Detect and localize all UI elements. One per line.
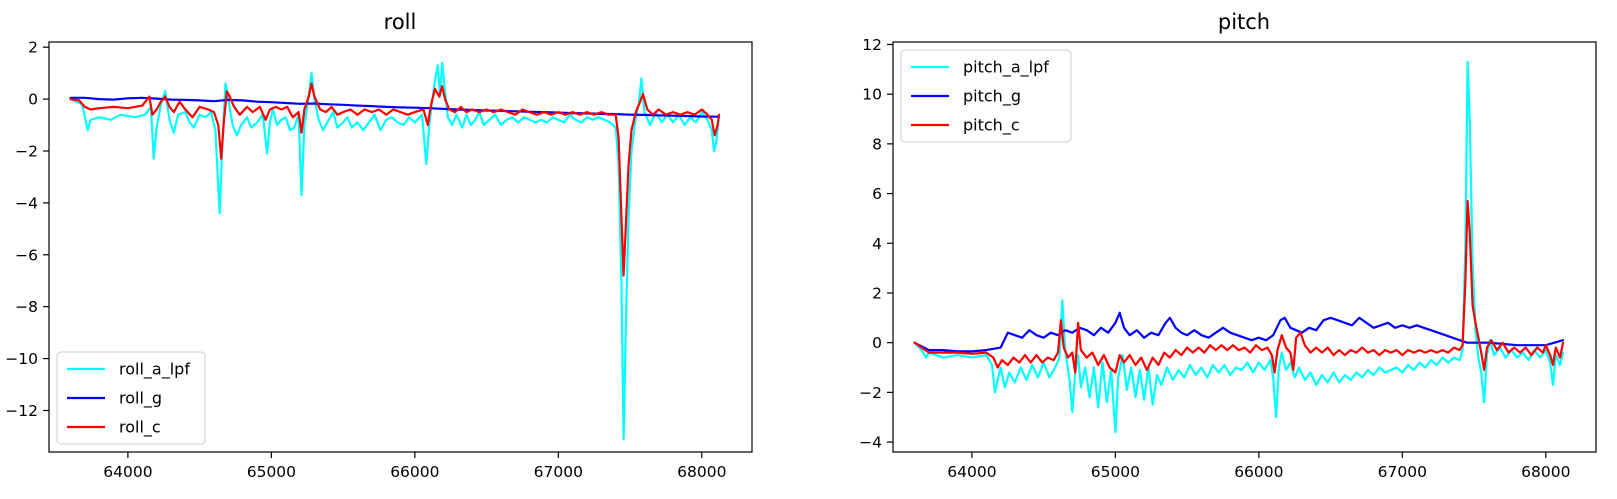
pitch-y-tick-label: 2 bbox=[872, 284, 882, 302]
roll-y-tick-label: −8 bbox=[15, 298, 38, 316]
pitch-legend: pitch_a_lpf pitch_g pitch_c bbox=[900, 49, 1072, 143]
series-line-pitch-g bbox=[913, 311, 1565, 353]
roll-x-tick-label: 68000 bbox=[677, 463, 726, 481]
pitch-y-tick-label: −4 bbox=[859, 434, 882, 452]
legend-label: roll_g bbox=[119, 389, 162, 409]
series-line-roll-c bbox=[69, 82, 721, 277]
legend-entry-roll-c: roll_c bbox=[67, 418, 161, 438]
roll-legend: roll_a_lpf roll_g roll_c bbox=[56, 351, 206, 445]
legend-entry-roll-a-lpf: roll_a_lpf bbox=[67, 360, 190, 380]
series-line-pitch-a-lpf bbox=[913, 60, 1565, 434]
pitch-y-tick-label: 6 bbox=[872, 185, 882, 203]
pitch-x-tick-label: 66000 bbox=[1234, 463, 1283, 481]
legend-label: pitch_a_lpf bbox=[963, 58, 1049, 78]
roll-x-tick-label: 67000 bbox=[534, 463, 583, 481]
series-line-pitch-c bbox=[913, 199, 1565, 374]
pitch-y-tick-label: 10 bbox=[862, 86, 882, 104]
legend-label: roll_a_lpf bbox=[119, 360, 190, 380]
pitch-plot-area: 64000 65000 66000 67000 68000 12 10 8 6 4 2 0 −2 −4 pi… bbox=[859, 36, 1597, 481]
roll-y-tick-label: −12 bbox=[5, 402, 38, 420]
pitch-y-tick-label: −2 bbox=[859, 384, 882, 402]
roll-x-tick-label: 65000 bbox=[247, 463, 296, 481]
legend-entry-roll-g: roll_g bbox=[67, 389, 162, 409]
roll-y-tick-label: 2 bbox=[28, 39, 38, 57]
pitch-x-tick-label: 64000 bbox=[947, 463, 996, 481]
roll-axes-frame bbox=[48, 41, 753, 453]
roll-y-tick-label: −4 bbox=[15, 194, 38, 212]
roll-y-tick-label: −2 bbox=[15, 142, 38, 160]
legend-entry-pitch-c: pitch_c bbox=[911, 116, 1020, 136]
roll-y-tick-label: −6 bbox=[15, 246, 38, 264]
pitch-x-tick-label: 68000 bbox=[1521, 463, 1570, 481]
roll-y-tick-label: 0 bbox=[28, 91, 38, 109]
roll-plot-area: 64000 65000 66000 67000 68000 2 0 −2 −4 −6 −8 −10 −1… bbox=[5, 39, 753, 481]
pitch-y-tick-label: 0 bbox=[872, 334, 882, 352]
roll-x-tick-label: 66000 bbox=[390, 463, 439, 481]
pitch-axes-frame bbox=[892, 41, 1597, 453]
legend-entry-pitch-g: pitch_g bbox=[911, 87, 1021, 107]
roll-y-tick-label: −10 bbox=[5, 350, 38, 368]
pitch-subplot: pitch 64000 65000 66000 67000 68000 12 10 8 6 4 2 0… bbox=[859, 10, 1597, 481]
roll-legend-box bbox=[56, 351, 206, 445]
legend-label: pitch_g bbox=[963, 87, 1021, 107]
series-line-roll-a-lpf bbox=[69, 61, 721, 441]
pitch-y-tick-label: 12 bbox=[862, 36, 882, 54]
roll-subplot: roll 64000 65000 66000 67000 68000 2 0 −2 −4 −6 −8… bbox=[5, 10, 753, 481]
pitch-y-tick-label: 8 bbox=[872, 135, 882, 153]
pitch-x-tick-label: 65000 bbox=[1091, 463, 1140, 481]
legend-label: roll_c bbox=[119, 418, 161, 438]
legend-entry-pitch-a-lpf: pitch_a_lpf bbox=[911, 58, 1049, 78]
legend-label: pitch_c bbox=[963, 116, 1020, 136]
pitch-legend-box bbox=[900, 49, 1072, 143]
pitch-x-tick-label: 67000 bbox=[1378, 463, 1427, 481]
pitch-y-tick-label: 4 bbox=[872, 235, 882, 253]
roll-title: roll bbox=[384, 10, 417, 34]
pitch-title: pitch bbox=[1218, 10, 1270, 34]
roll-x-tick-label: 64000 bbox=[103, 463, 152, 481]
